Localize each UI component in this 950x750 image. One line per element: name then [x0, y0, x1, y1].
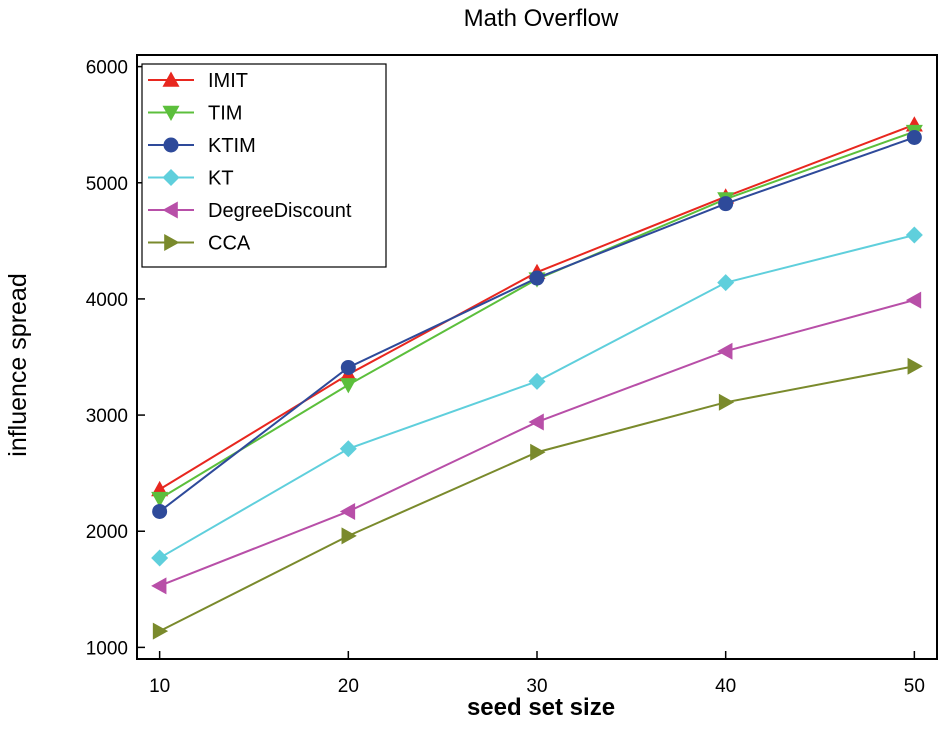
- series-degreediscount: [151, 291, 922, 595]
- legend-label: TIM: [208, 103, 242, 125]
- data-point: [151, 577, 167, 595]
- y-tick-label: 3000: [86, 406, 128, 427]
- series-layer: [151, 116, 923, 640]
- legend-item: KTIM: [148, 135, 256, 157]
- data-point: [339, 440, 357, 458]
- y-tick-label: 5000: [86, 174, 128, 195]
- data-point: [905, 291, 922, 309]
- legend-item: DegreeDiscount: [148, 200, 352, 222]
- y-axis-label: influence spread: [4, 273, 32, 456]
- data-point: [340, 359, 356, 375]
- data-point: [529, 270, 545, 286]
- x-axis-label: seed set size: [467, 694, 615, 721]
- legend-marker: [163, 137, 179, 153]
- legend-marker: [162, 201, 178, 219]
- data-point: [339, 378, 357, 394]
- x-tick-label: 40: [715, 676, 736, 697]
- data-point: [151, 549, 169, 567]
- data-point: [152, 503, 168, 519]
- legend-label: KTIM: [208, 135, 256, 157]
- data-point: [528, 372, 546, 390]
- series-kt: [151, 226, 923, 567]
- series-line: [159, 365, 915, 633]
- legend-item: IMIT: [148, 70, 248, 92]
- x-tick-label: 20: [338, 676, 359, 697]
- legend-item: TIM: [148, 103, 242, 125]
- data-point: [717, 274, 735, 292]
- y-tick-label: 6000: [86, 58, 128, 79]
- legend: IMIT TIM KTIM KT DegreeDiscount CCA: [141, 63, 387, 268]
- x-tick-label: 50: [904, 676, 925, 697]
- y-tick-label: 4000: [86, 290, 128, 311]
- legend-label: IMIT: [208, 70, 248, 92]
- legend-box: [141, 63, 387, 268]
- data-point: [718, 196, 734, 212]
- data-point: [530, 443, 546, 461]
- x-tick-label: 10: [149, 676, 170, 697]
- data-point: [717, 342, 733, 360]
- series-ktim: [152, 129, 922, 519]
- legend-marker: [162, 71, 180, 87]
- data-point: [339, 502, 356, 520]
- legend-item: CCA: [148, 233, 251, 255]
- data-point: [341, 527, 357, 545]
- data-point: [906, 129, 922, 145]
- chart-title: Math Overflow: [464, 5, 619, 32]
- data-point: [905, 226, 923, 244]
- legend-label: DegreeDiscount: [208, 200, 352, 222]
- y-tick-label: 1000: [86, 638, 128, 659]
- data-point: [528, 413, 544, 431]
- series-line: [159, 299, 915, 587]
- legend-marker: [164, 234, 180, 251]
- axes: 10 20 30 40 50 1000 2000 3000 4000 5000 6000: [86, 54, 938, 697]
- legend-marker: [162, 105, 180, 121]
- series-cca: [152, 357, 923, 640]
- data-point: [907, 357, 923, 375]
- data-point: [151, 491, 169, 508]
- legend-label: KT: [208, 168, 234, 190]
- x-tick-label: 30: [526, 676, 547, 697]
- legend-marker: [162, 169, 180, 186]
- data-point: [152, 622, 169, 640]
- y-tick-label: 2000: [86, 522, 128, 543]
- legend-label: CCA: [208, 233, 251, 255]
- data-point: [718, 393, 735, 411]
- legend-item: KT: [148, 168, 234, 190]
